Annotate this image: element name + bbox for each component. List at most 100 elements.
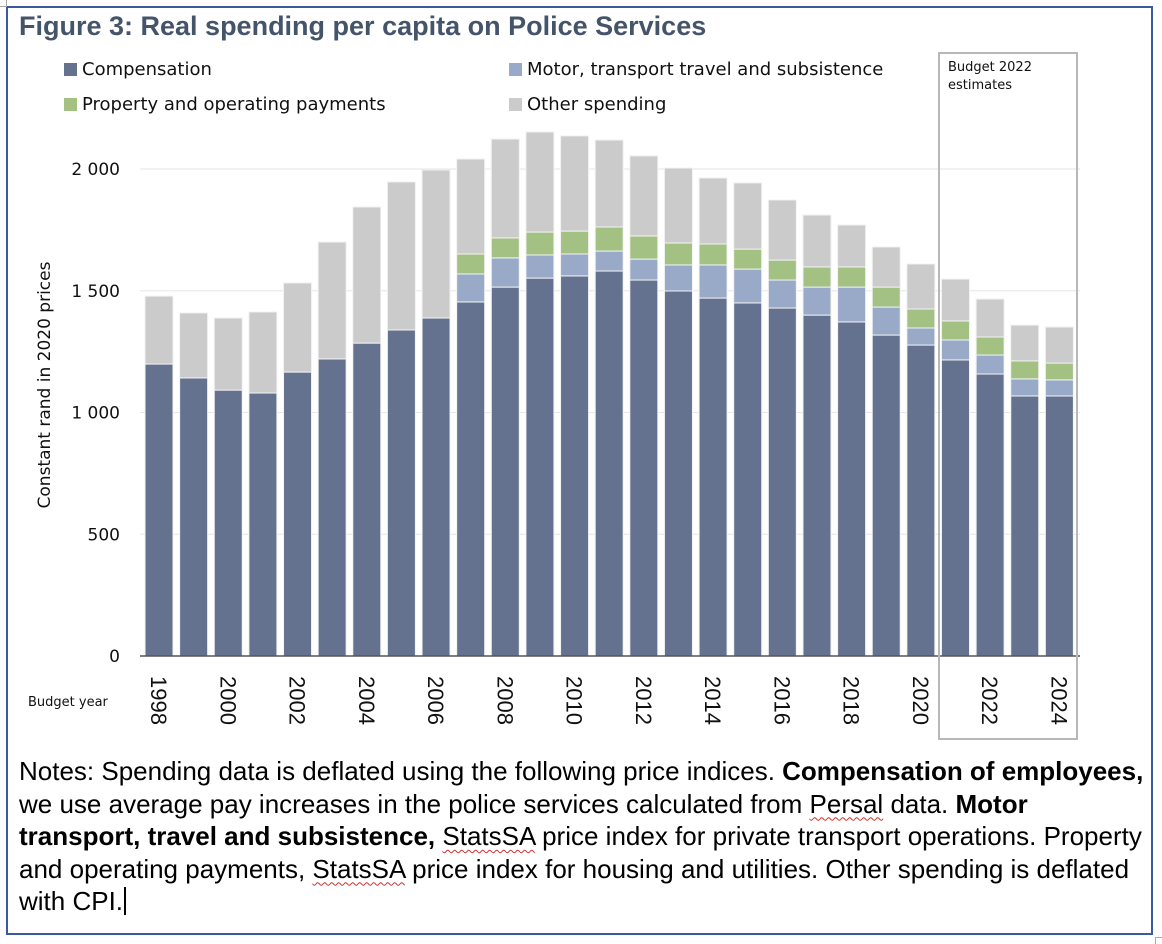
- x-tick-label: 2018: [839, 676, 864, 725]
- x-tick-label: 2010: [562, 676, 587, 725]
- bar-segment-property-2011: [594, 226, 624, 252]
- text-cursor: [124, 887, 127, 915]
- legend-label-motor: Motor, transport travel and subsistence: [527, 59, 884, 80]
- notes-text-segment: we use average pay increases in the poli…: [19, 788, 810, 819]
- x-tick-label: 2012: [631, 676, 656, 725]
- bar-segment-other-2012: [629, 155, 659, 237]
- x-tick-label: 2004: [354, 676, 379, 725]
- bar-segment-property-2018: [837, 266, 867, 288]
- notes-bold-text: Compensation of employees,: [782, 756, 1144, 786]
- bar-segment-property-2010: [560, 230, 590, 255]
- bar-segment-compensation-2019: [871, 334, 901, 657]
- bar-segment-compensation-2008: [490, 286, 520, 657]
- bar-segment-compensation-2003: [317, 358, 347, 657]
- bar-segment-compensation-2017: [802, 314, 832, 657]
- bar-segment-property-2009: [525, 231, 555, 256]
- bar-segment-compensation-2021: [940, 359, 970, 657]
- bar-segment-motor-2017: [802, 286, 832, 316]
- bar-segment-compensation-2009: [525, 277, 555, 657]
- bar-segment-other-2019: [871, 246, 901, 288]
- bar-segment-compensation-2022: [975, 373, 1005, 657]
- y-tick-label: 0: [109, 647, 120, 667]
- bar-segment-compensation-2024: [1044, 395, 1074, 657]
- bar-segment-motor-2019: [871, 306, 901, 336]
- legend-swatch-property: [64, 98, 77, 111]
- document-frame: [6, 6, 1153, 935]
- legend-item-property: Property and operating payments: [64, 94, 386, 115]
- legend-swatch-motor: [509, 63, 522, 76]
- x-tick-label: 2016: [769, 676, 794, 725]
- bar-segment-motor-2007: [456, 273, 486, 303]
- bar-segment-property-2008: [490, 237, 520, 259]
- notes-text[interactable]: Notes: Spending data is deflated using t…: [19, 755, 1144, 918]
- bar-segment-compensation-2002: [283, 371, 313, 657]
- bar-segment-compensation-2000: [213, 389, 243, 657]
- bar-segment-other-2009: [525, 131, 555, 233]
- budget-estimates-label: Budget 2022 estimates: [948, 60, 1032, 93]
- notes-text-segment: price index for housing and utilities. O…: [19, 853, 1130, 917]
- bar-segment-other-2022: [975, 298, 1005, 338]
- text-box-handle-bottom-right[interactable]: [1155, 937, 1162, 944]
- spellcheck-flagged-word: Persal: [809, 788, 884, 819]
- legend-swatch-other: [509, 98, 522, 111]
- bar-segment-other-2021: [940, 278, 970, 322]
- bar-segment-property-2020: [906, 308, 936, 329]
- bar-segment-other-2015: [733, 182, 763, 250]
- bar-segment-other-2007: [456, 158, 486, 255]
- bar-segment-property-2019: [871, 286, 901, 308]
- legend-item-other: Other spending: [509, 94, 666, 115]
- bar-segment-property-2007: [456, 253, 486, 275]
- bar-segment-motor-2014: [698, 264, 728, 299]
- x-tick-label: 2006: [423, 676, 448, 725]
- legend-item-compensation: Compensation: [64, 59, 212, 80]
- bar-segment-other-2003: [317, 241, 347, 360]
- bar-segment-compensation-2013: [663, 290, 693, 657]
- legend-item-motor: Motor, transport travel and subsistence: [509, 59, 883, 80]
- bar-segment-motor-2010: [560, 253, 590, 277]
- x-tick-label: 2024: [1046, 676, 1071, 725]
- bar-segment-compensation-2004: [352, 342, 382, 657]
- bar-segment-other-2002: [283, 282, 313, 373]
- spellcheck-flagged-word: StatsSA: [442, 821, 535, 851]
- text-box-handle-top-left[interactable]: [0, 0, 7, 7]
- bar-segment-motor-2012: [629, 258, 659, 281]
- x-tick-label: 2000: [215, 676, 240, 725]
- bar-segment-property-2016: [767, 259, 797, 281]
- bar-segment-other-2014: [698, 177, 728, 245]
- x-tick-label: 2002: [285, 676, 310, 725]
- y-tick-label: 1 500: [71, 282, 120, 302]
- bar-segment-compensation-2011: [594, 270, 624, 657]
- bars: [140, 131, 1080, 657]
- notes-text-segment: Notes: Spending data is deflated using t…: [19, 756, 783, 786]
- bar-segment-compensation-2007: [456, 301, 486, 657]
- x-tick-label: 2020: [908, 676, 933, 725]
- bar-segment-property-2015: [733, 248, 763, 270]
- bar-segment-compensation-2010: [560, 275, 590, 657]
- bar-segment-other-2008: [490, 138, 520, 239]
- bar-segment-compensation-2016: [767, 307, 797, 657]
- bar-segment-motor-2008: [490, 257, 520, 288]
- bar-segment-motor-2016: [767, 279, 797, 309]
- bar-segment-property-2012: [629, 235, 659, 260]
- bar-segment-other-2023: [1010, 324, 1040, 362]
- bar-segment-other-2017: [802, 214, 832, 268]
- bar-segment-motor-2009: [525, 254, 555, 279]
- bar-segment-property-2017: [802, 266, 832, 288]
- y-tick-label: 500: [88, 525, 120, 545]
- x-tick-label: 2008: [492, 676, 517, 725]
- bar-segment-compensation-2005: [386, 329, 416, 657]
- bar-segment-other-2005: [386, 181, 416, 331]
- bar-segment-other-2024: [1044, 326, 1074, 364]
- x-tick-label: 2022: [977, 676, 1002, 725]
- bar-segment-property-2013: [663, 242, 693, 266]
- bar-segment-compensation-2018: [837, 321, 867, 657]
- bar-segment-other-2020: [906, 263, 936, 310]
- x-tick-label: 2014: [700, 676, 725, 725]
- bar-segment-other-2013: [663, 167, 693, 244]
- bar-segment-motor-2015: [733, 268, 763, 304]
- bar-segment-compensation-2001: [248, 392, 278, 657]
- bar-segment-compensation-2012: [629, 279, 659, 657]
- bar-segment-other-2011: [594, 139, 624, 228]
- legend-label-other: Other spending: [527, 94, 667, 115]
- bar-segment-compensation-1999: [179, 377, 209, 657]
